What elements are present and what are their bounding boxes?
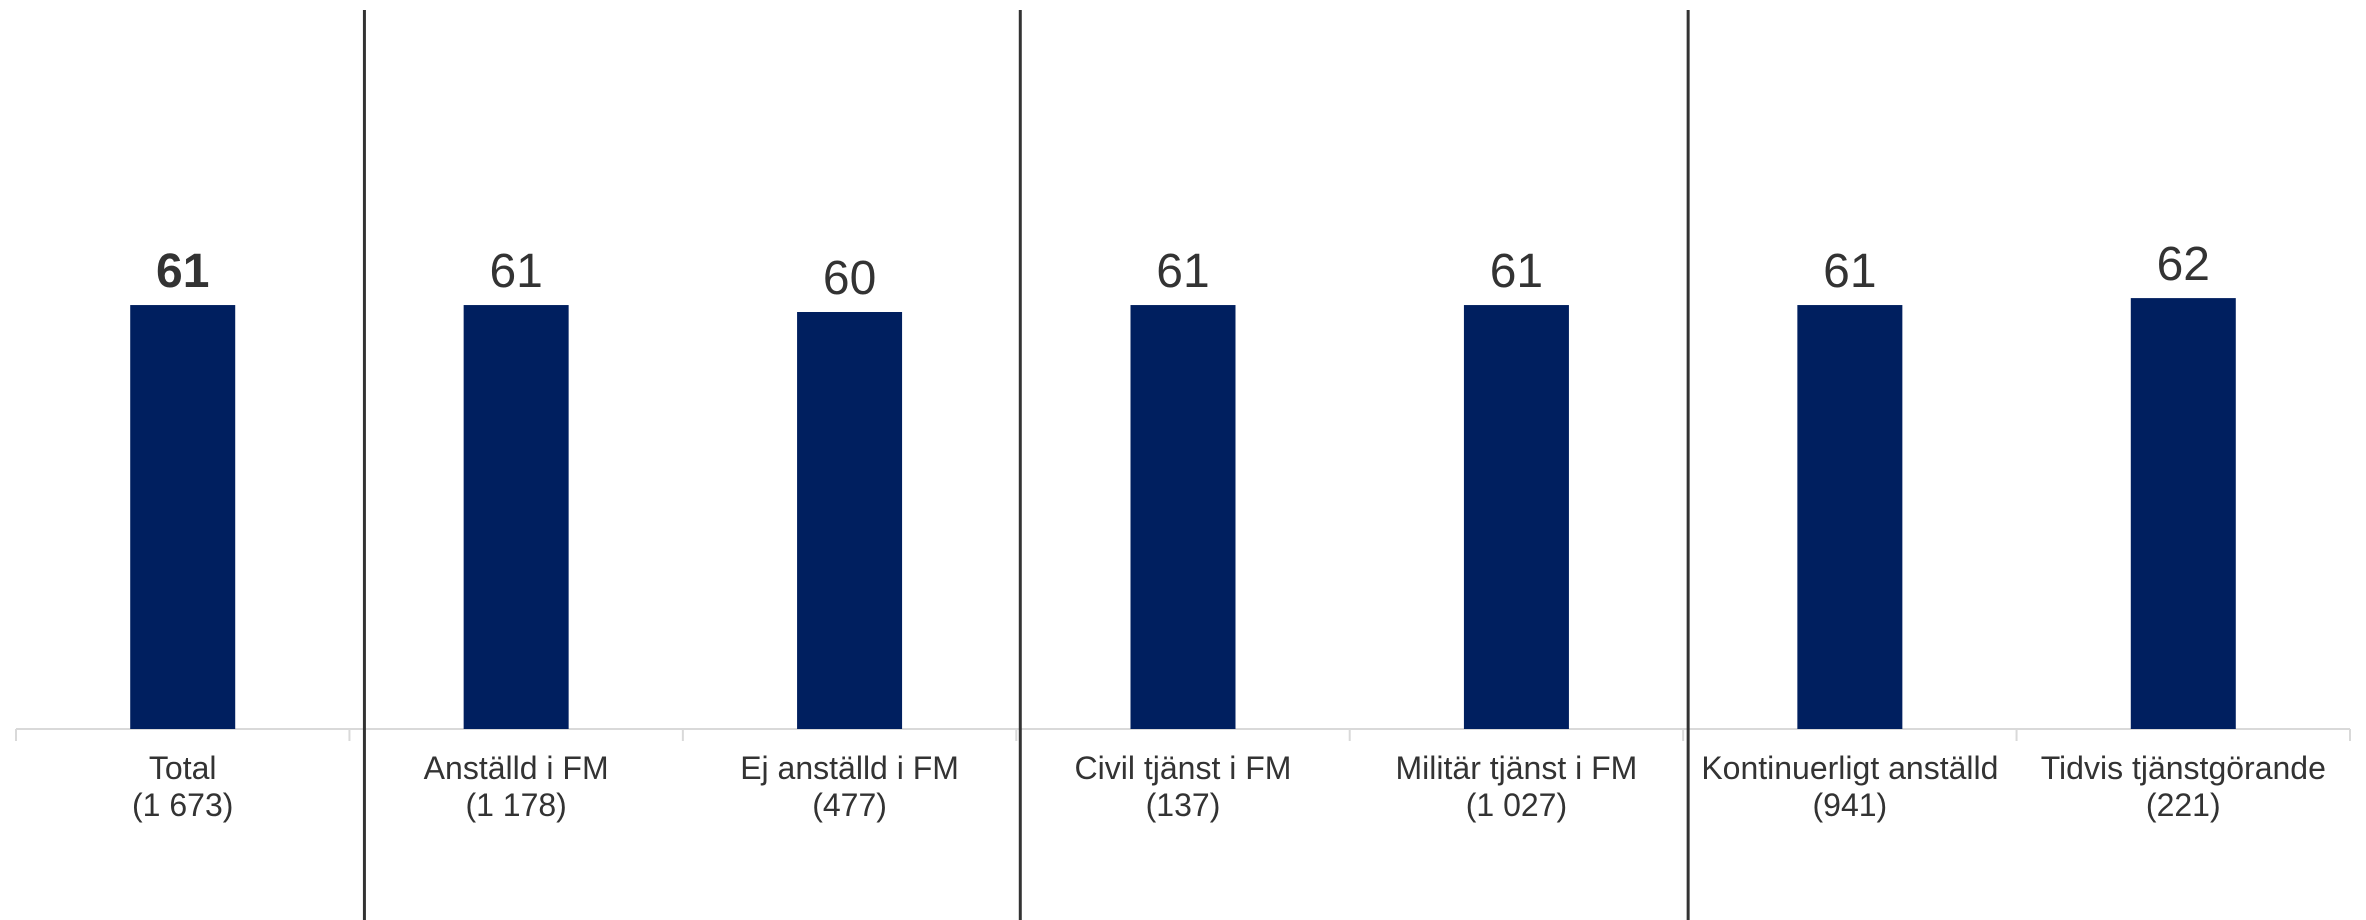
category-count-label: (1 178) [465, 787, 566, 823]
bar [130, 305, 236, 729]
category-label: Civil tjänst i FM [1075, 750, 1292, 786]
data-label: 60 [823, 252, 876, 305]
category-label: Tidvis tjänstgörande [2041, 750, 2326, 786]
bar [1797, 305, 1903, 729]
category-label: Anställd i FM [424, 750, 609, 786]
data-label: 61 [1490, 245, 1543, 298]
category-count-label: (1 027) [1466, 787, 1567, 823]
data-label: 61 [1156, 245, 1209, 298]
category-count-label: (477) [812, 787, 887, 823]
data-label: 61 [156, 245, 209, 298]
category-count-label: (221) [2146, 787, 2221, 823]
bar [2130, 298, 2236, 729]
bar [797, 312, 903, 729]
data-label: 62 [2157, 238, 2210, 291]
bar [1463, 305, 1569, 729]
category-count-label: (941) [1813, 787, 1888, 823]
category-label: Ej anställd i FM [740, 750, 959, 786]
bar [463, 305, 569, 729]
category-count-label: (1 673) [132, 787, 233, 823]
category-count-label: (137) [1146, 787, 1221, 823]
data-label: 61 [489, 245, 542, 298]
category-label: Militär tjänst i FM [1396, 750, 1638, 786]
category-label: Total [149, 750, 217, 786]
bar [1130, 305, 1236, 729]
data-label: 61 [1823, 245, 1876, 298]
category-label: Kontinuerligt anställd [1701, 750, 1998, 786]
